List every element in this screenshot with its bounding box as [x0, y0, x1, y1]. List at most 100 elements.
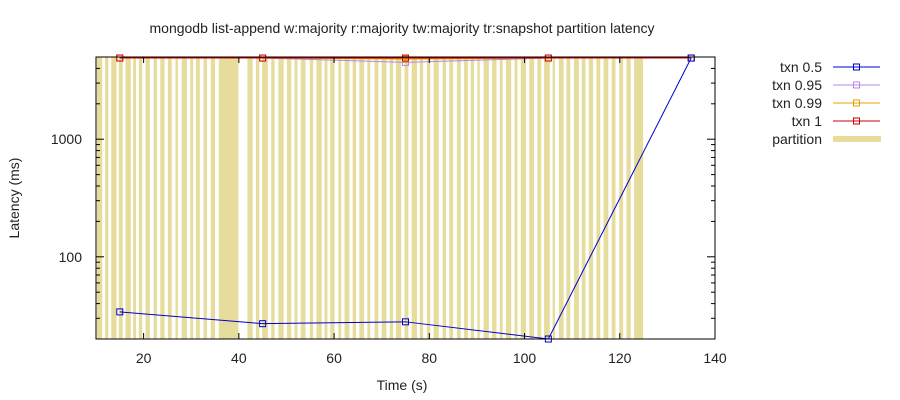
partition-band: [338, 57, 342, 339]
partition-band: [626, 57, 631, 339]
partition-band: [96, 57, 103, 339]
x-tick-label: 100: [513, 350, 537, 366]
partition-band: [125, 57, 131, 339]
partition-band: [389, 57, 394, 339]
partition-band: [558, 57, 564, 339]
partition-band: [419, 57, 424, 339]
partition-band: [330, 57, 335, 339]
partition-band: [442, 57, 446, 339]
data-point: [544, 54, 552, 62]
legend-label: partition: [772, 131, 822, 147]
partition-band: [367, 57, 371, 339]
partition-band: [309, 57, 314, 339]
partition-band: [133, 57, 136, 339]
partition-band: [352, 57, 356, 339]
data-point: [402, 318, 409, 326]
partition-band: [316, 57, 322, 339]
partition-band: [404, 57, 409, 339]
partition-band: [596, 57, 601, 339]
x-tick-label: 40: [231, 350, 247, 366]
legend-marker: [853, 63, 860, 71]
partition-bands: [96, 57, 644, 339]
partition-band: [520, 57, 526, 339]
partition-band: [634, 57, 644, 339]
partition-band: [175, 57, 178, 339]
data-point: [259, 54, 267, 62]
partition-band: [483, 57, 489, 339]
partition-band: [190, 57, 194, 339]
y-tick-label: 1000: [51, 131, 82, 147]
partition-band: [433, 57, 439, 339]
partition-band: [359, 57, 365, 339]
partition-band: [145, 57, 150, 339]
partition-band: [381, 57, 387, 339]
partition-band: [271, 57, 275, 339]
partition-band: [544, 57, 550, 339]
partition-band: [255, 57, 260, 339]
partition-band: [588, 57, 594, 339]
partition-band: [537, 57, 542, 339]
partition-band: [574, 57, 579, 339]
legend-label: txn 0.95: [772, 77, 822, 93]
legend-marker: [853, 117, 860, 125]
partition-band: [247, 57, 253, 339]
data-point: [259, 320, 267, 328]
partition-band: [529, 57, 535, 339]
partition-band: [300, 57, 306, 339]
legend-label: txn 0.5: [780, 59, 822, 75]
x-tick-label: 20: [136, 350, 152, 366]
partition-band: [218, 57, 239, 339]
partition-band: [514, 57, 518, 339]
partition-band: [262, 57, 268, 339]
partition-band: [203, 57, 207, 339]
data-point: [402, 54, 409, 62]
chart-title: mongodb list-append w:majority r:majorit…: [150, 20, 655, 36]
series-lines: [116, 54, 695, 343]
partition-band: [426, 57, 431, 339]
partition-band: [464, 57, 468, 339]
x-tick-label: 120: [608, 350, 632, 366]
y-axis-label: Latency (ms): [6, 158, 22, 239]
partition-band: [324, 57, 328, 339]
partition-band: [395, 57, 402, 339]
partition-band: [278, 57, 284, 339]
partition-band: [181, 57, 187, 339]
partition-band: [160, 57, 165, 339]
partition-band: [552, 57, 556, 339]
plot-frame: [95, 56, 716, 340]
partition-band: [581, 57, 586, 339]
partition-band: [344, 57, 350, 339]
partition-band: [374, 57, 379, 339]
x-tick-label: 80: [422, 350, 438, 366]
legend: txn 0.5 txn 0.95 txn 0.99 txn 1 partition: [772, 59, 881, 147]
data-point: [116, 54, 124, 62]
partition-band: [603, 57, 609, 339]
x-axis-label: Time (s): [377, 377, 428, 393]
partition-band: [449, 57, 454, 339]
legend-marker: [853, 81, 860, 89]
legend-marker: [853, 99, 860, 107]
partition-band: [566, 57, 571, 339]
y-tick-label: 100: [59, 249, 83, 265]
partition-band: [138, 57, 143, 339]
legend-label: txn 1: [792, 113, 823, 129]
partition-band: [499, 57, 503, 339]
partition-band: [118, 57, 123, 339]
partition-band: [619, 57, 624, 339]
partition-band: [294, 57, 298, 339]
partition-band: [411, 57, 417, 339]
partition-band: [195, 57, 200, 339]
partition-band: [167, 57, 172, 339]
data-point: [116, 308, 124, 316]
partition-band: [210, 57, 216, 339]
partition-band: [470, 57, 475, 339]
series-line: [119, 57, 692, 340]
partition-band: [111, 57, 117, 339]
x-tick-label: 60: [326, 350, 342, 366]
partition-band: [492, 57, 497, 339]
partition-band: [153, 57, 157, 339]
partition-band: [611, 57, 616, 339]
partition-band: [456, 57, 461, 339]
data-point: [687, 54, 695, 62]
